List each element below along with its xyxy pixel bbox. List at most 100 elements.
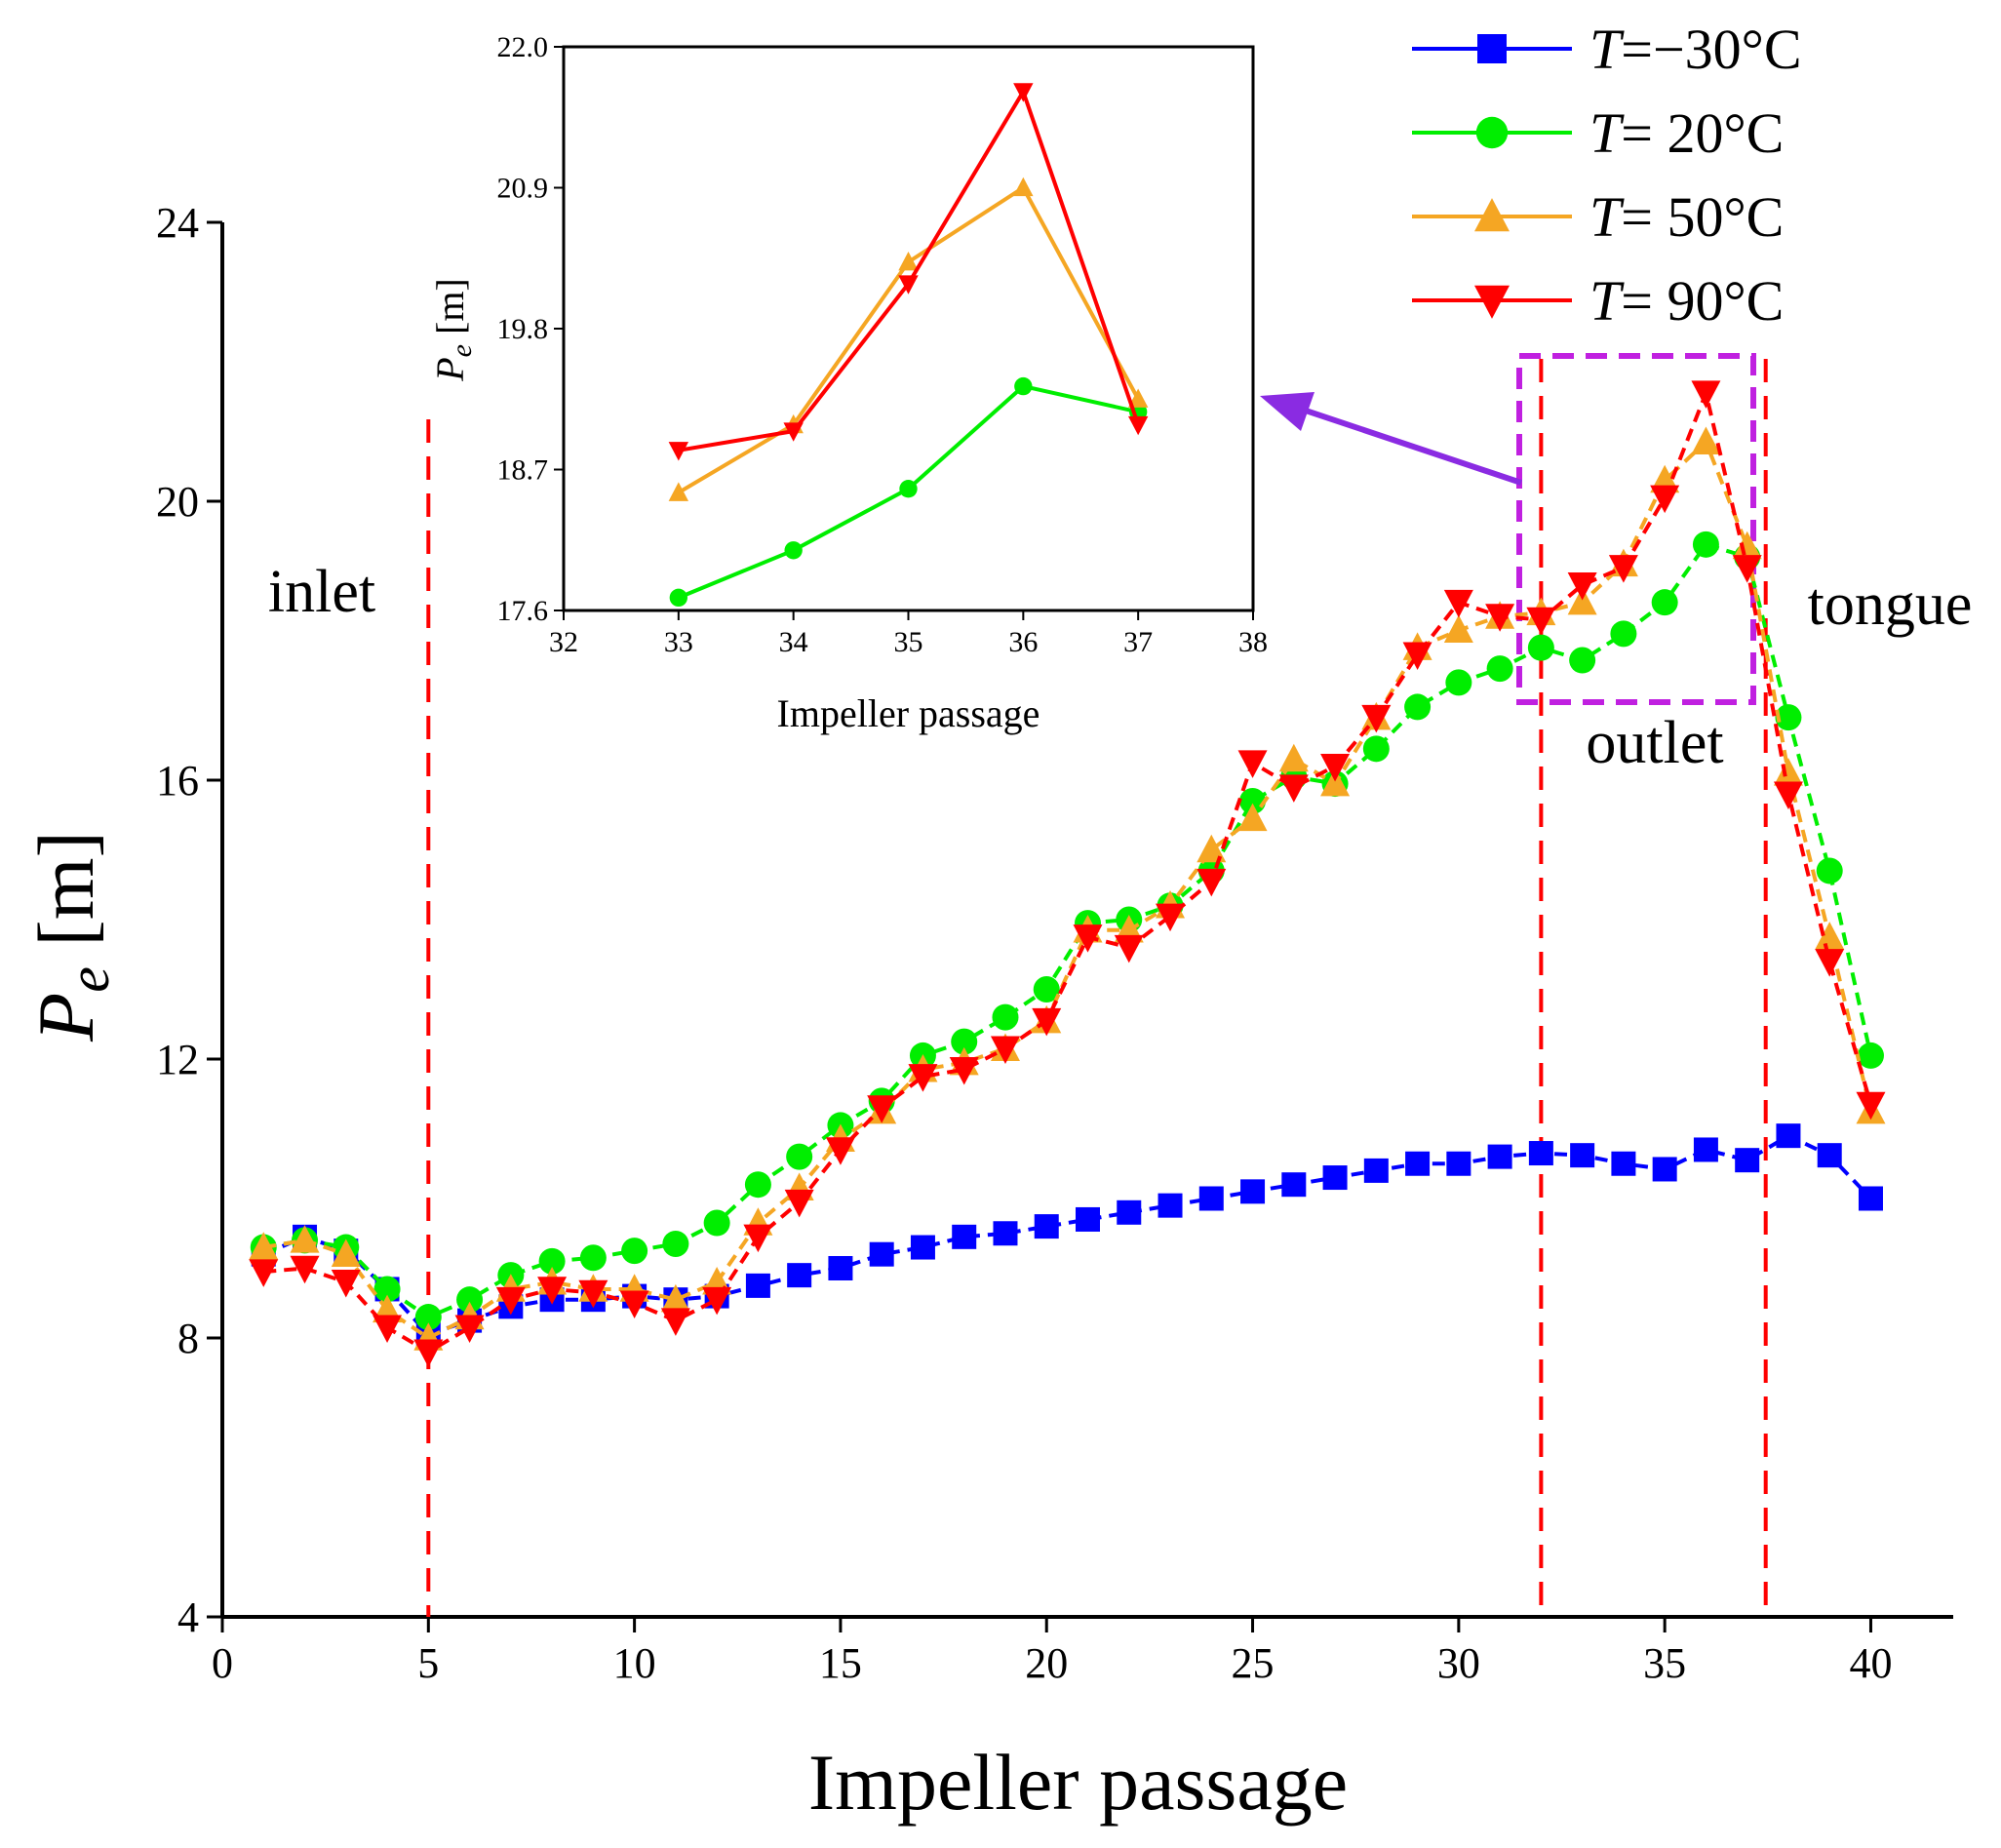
- data-point: [1281, 1172, 1307, 1198]
- inset-y-tick-label: 18.7: [497, 454, 549, 487]
- data-point: [867, 1095, 897, 1123]
- legend-marker: [1475, 116, 1509, 149]
- data-point: [908, 1064, 938, 1092]
- outlet-label: outlet: [1586, 710, 1723, 776]
- data-point: [1322, 1165, 1348, 1191]
- zoom-region-box: [1516, 353, 1756, 705]
- inset-x-axis-title: Impeller passage: [777, 691, 1040, 735]
- data-point: [1073, 924, 1103, 953]
- data-point: [1610, 620, 1637, 648]
- data-point: [1775, 704, 1802, 731]
- inset-y-tick-label: 17.6: [497, 595, 549, 627]
- zoom-arrow-line: [1296, 405, 1522, 486]
- inset-x-tick-label: 37: [1123, 626, 1153, 658]
- series-triangle-up: [249, 426, 1886, 1351]
- data-point: [1773, 781, 1803, 810]
- y-axis-title-var: P: [21, 993, 110, 1042]
- inset-y-tick-label: 19.8: [497, 313, 549, 345]
- data-point: [538, 1247, 566, 1275]
- legend-value: = 20°C: [1621, 101, 1784, 165]
- data-point: [456, 1286, 484, 1314]
- inset-y-axis-title: Pe [m]: [428, 278, 478, 382]
- data-point: [1732, 531, 1762, 560]
- data-point: [1445, 669, 1472, 696]
- inset-data-point: [898, 275, 919, 295]
- data-point: [910, 1235, 935, 1260]
- y-axis-title-unit: [m]: [21, 831, 110, 966]
- legend-var: T: [1589, 185, 1625, 249]
- data-point: [249, 1232, 279, 1260]
- data-point: [1320, 753, 1351, 782]
- data-point: [1567, 572, 1597, 601]
- data-point: [1443, 589, 1473, 618]
- data-point: [1156, 903, 1186, 932]
- data-point: [660, 1283, 690, 1313]
- data-point: [1198, 1186, 1224, 1211]
- data-point: [1527, 634, 1554, 661]
- data-point: [787, 1263, 812, 1288]
- data-point: [1735, 1148, 1760, 1173]
- data-point: [373, 1276, 401, 1303]
- x-tick-label: 20: [1025, 1639, 1068, 1687]
- x-axis-title: Impeller passage: [808, 1738, 1348, 1827]
- data-point: [1815, 949, 1845, 977]
- inset-data-point: [1014, 376, 1033, 396]
- data-point: [1402, 642, 1432, 671]
- inset-data-point: [1127, 415, 1149, 436]
- data-point: [1278, 774, 1309, 803]
- data-point: [1363, 1158, 1389, 1183]
- inset-data-point: [668, 442, 689, 461]
- data-point: [1404, 693, 1432, 721]
- data-point: [1240, 1179, 1266, 1204]
- x-tick-label: 15: [819, 1639, 862, 1687]
- data-point: [662, 1230, 689, 1257]
- y-axis-title-sub: e: [57, 966, 121, 993]
- data-point: [1570, 1143, 1595, 1168]
- data-point: [1611, 1151, 1636, 1176]
- data-point: [1485, 604, 1515, 632]
- legend-label: T= 20°C: [1589, 101, 1784, 165]
- legend-marker: [1474, 198, 1510, 232]
- series-square: [251, 1123, 1883, 1347]
- y-tick-label: 24: [156, 199, 199, 247]
- data-point: [1032, 1007, 1062, 1037]
- data-point: [784, 1189, 814, 1218]
- inset-data-point: [669, 588, 688, 608]
- data-point: [619, 1290, 649, 1318]
- inset-x-tick-label: 38: [1238, 626, 1268, 658]
- data-point: [1608, 555, 1638, 583]
- data-point: [745, 1273, 770, 1298]
- data-point: [1114, 934, 1144, 963]
- data-point: [743, 1224, 773, 1253]
- data-point: [1857, 1042, 1884, 1069]
- inset-data-point: [784, 541, 803, 560]
- inset-data-point: [783, 422, 804, 442]
- legend-entry: T= 90°C: [1412, 269, 1784, 333]
- data-point: [579, 1244, 607, 1272]
- inset-y-axis-title-unit: [m]: [428, 278, 472, 344]
- inset-series-triangle-down: [668, 83, 1149, 461]
- data-point: [1237, 803, 1268, 832]
- data-point: [1446, 1151, 1471, 1176]
- data-point: [578, 1279, 608, 1309]
- y-tick-label: 12: [156, 1036, 199, 1083]
- inset-y-axis-title-var: P: [428, 357, 472, 381]
- data-point: [290, 1255, 320, 1284]
- data-point: [869, 1241, 894, 1267]
- data-point: [952, 1224, 977, 1249]
- series-line: [262, 541, 1873, 1319]
- data-point: [621, 1238, 648, 1265]
- data-point: [1486, 655, 1513, 683]
- data-point: [825, 1137, 855, 1165]
- data-point: [1652, 1157, 1677, 1182]
- data-point: [992, 1003, 1019, 1031]
- legend-label: T= 90°C: [1589, 269, 1784, 333]
- inset-frame: [562, 45, 1255, 612]
- data-point: [373, 1315, 403, 1344]
- series-triangle-down: [249, 380, 1886, 1368]
- inset-x-tick-label: 35: [894, 626, 923, 658]
- data-point: [1487, 1144, 1512, 1169]
- data-point: [537, 1277, 568, 1305]
- legend-label: T= 50°C: [1589, 185, 1784, 249]
- inset-data-point: [899, 480, 918, 498]
